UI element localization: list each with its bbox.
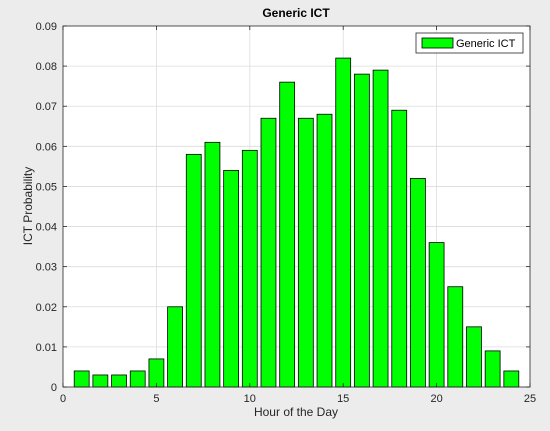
y-tick-label: 0.01 bbox=[36, 342, 57, 354]
bar-hour-17 bbox=[372, 69, 389, 388]
bar-hour-5 bbox=[148, 358, 165, 388]
x-tick-label: 5 bbox=[153, 393, 159, 405]
bar-hour-23 bbox=[484, 350, 501, 388]
legend-swatch bbox=[421, 37, 454, 49]
bar-hour-20 bbox=[428, 242, 445, 388]
y-tick-label: 0.09 bbox=[36, 21, 57, 33]
y-tick-label: 0.03 bbox=[36, 262, 57, 274]
x-tick-label: 0 bbox=[60, 393, 66, 405]
bar-hour-1 bbox=[73, 370, 90, 388]
bar-hour-14 bbox=[316, 113, 333, 388]
y-tick-labels: 0 0.01 0.02 0.03 0.04 0.05 0.06 0.07 0.08 0.09 bbox=[36, 21, 57, 394]
y-tick-label: 0.07 bbox=[36, 101, 57, 113]
x-tick-label: 15 bbox=[337, 393, 349, 405]
x-axis-title: Hour of the Day bbox=[254, 405, 338, 419]
bar-hour-19 bbox=[410, 178, 426, 388]
bar-hour-8 bbox=[204, 141, 221, 388]
bar-hour-9 bbox=[223, 169, 239, 388]
bar-hour-10 bbox=[241, 149, 258, 388]
bar-hour-11 bbox=[260, 117, 277, 388]
y-tick-label: 0.02 bbox=[36, 302, 57, 314]
y-tick-label: 0.08 bbox=[36, 61, 57, 73]
y-tick-label: 0.04 bbox=[36, 222, 57, 234]
bar-hour-18 bbox=[391, 109, 408, 388]
y-tick-label: 0.06 bbox=[36, 141, 57, 153]
bar-hour-12 bbox=[279, 81, 296, 388]
x-tick-labels: 0 5 10 15 20 25 bbox=[60, 393, 536, 405]
legend-label: Generic ICT bbox=[456, 38, 516, 50]
bar-hour-7 bbox=[185, 153, 202, 388]
legend: Generic ICT bbox=[415, 32, 524, 54]
bar-hour-13 bbox=[297, 117, 314, 388]
x-tick-label: 25 bbox=[524, 393, 536, 405]
bar-hour-3 bbox=[111, 374, 127, 388]
y-tick-label: 0 bbox=[51, 382, 57, 394]
y-tick-label: 0.05 bbox=[36, 181, 57, 193]
bar-hour-22 bbox=[466, 326, 482, 388]
chart-title: Generic ICT bbox=[262, 6, 330, 20]
bar-hour-16 bbox=[354, 73, 370, 388]
bar-hour-21 bbox=[447, 286, 464, 388]
y-axis-title: ICT Probability bbox=[21, 167, 35, 245]
plot-frame bbox=[62, 25, 531, 388]
bar-hour-6 bbox=[167, 306, 183, 388]
axis-ticks bbox=[62, 25, 531, 388]
bar-hour-2 bbox=[92, 374, 109, 388]
bar-hour-24 bbox=[503, 370, 520, 388]
x-tick-label: 20 bbox=[430, 393, 442, 405]
bar-hour-15 bbox=[335, 57, 352, 388]
bar-hour-4 bbox=[129, 370, 146, 388]
x-tick-label: 10 bbox=[244, 393, 256, 405]
